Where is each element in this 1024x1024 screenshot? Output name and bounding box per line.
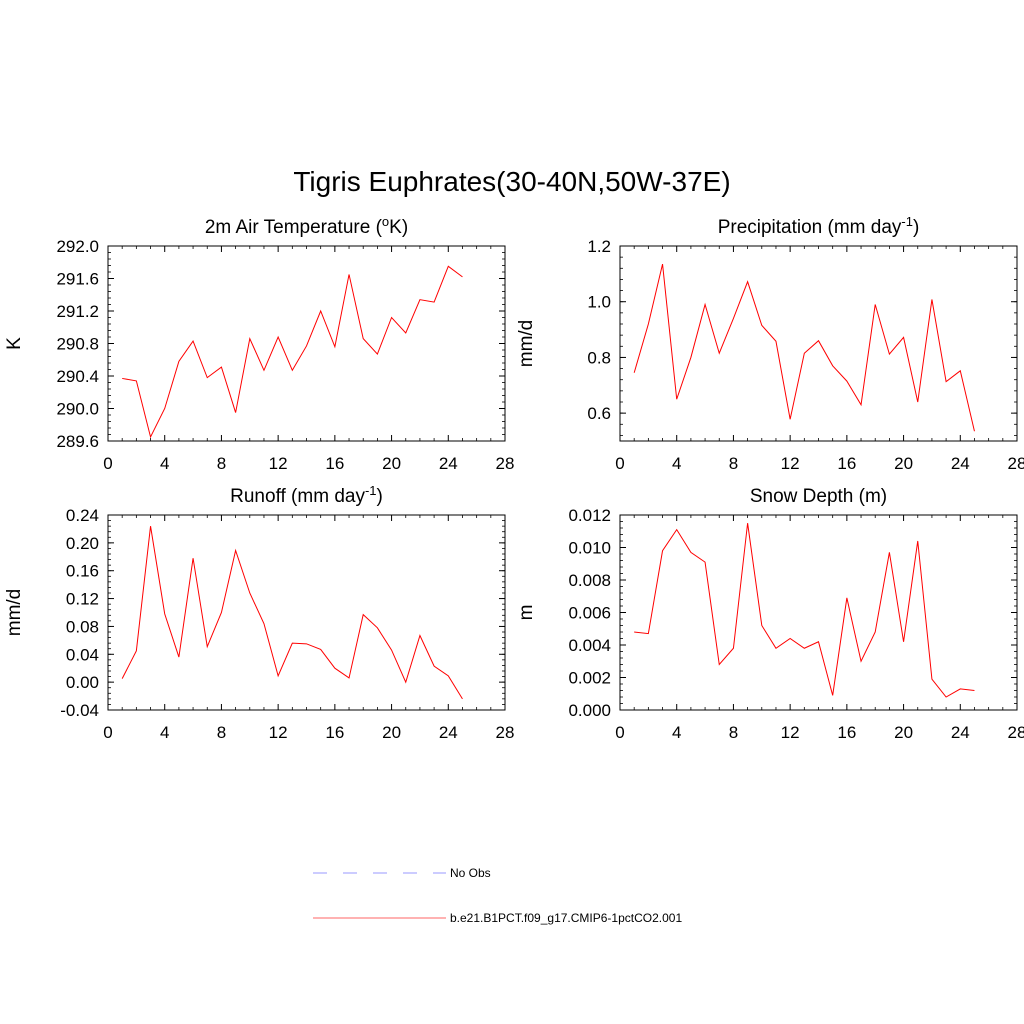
- plot-frame: [619, 514, 1018, 711]
- y-tick-label: 0.16: [66, 562, 99, 581]
- panel-title-main: Snow Depth (m): [750, 486, 887, 507]
- y-tick-label: 0.002: [568, 669, 611, 688]
- x-tick-label: 16: [837, 454, 856, 473]
- y-tick-label: 0.04: [66, 645, 99, 664]
- x-tick-label: 4: [160, 454, 169, 473]
- x-tick-label: 12: [781, 723, 800, 742]
- x-tick-label: 28: [496, 723, 515, 742]
- x-tick-label: 4: [672, 723, 681, 742]
- y-tick-label: 1.2: [587, 237, 611, 256]
- page-title: Tigris Euphrates(30-40N,50W-37E): [293, 166, 730, 197]
- y-axis-label: mm/d: [4, 589, 25, 637]
- panel-runoff: 0 4 8 12 16 20 24 28 -0.04 0.00 0.04 0.08 0.12 0.16 0.…: [4, 483, 514, 742]
- x-tick-label: 12: [269, 454, 288, 473]
- series-line-precipitation: [633, 263, 975, 432]
- x-tick-label: 8: [217, 723, 226, 742]
- x-tick-label: 24: [439, 723, 458, 742]
- x-tick-label: 16: [325, 454, 344, 473]
- x-tick-label: 4: [160, 723, 169, 742]
- y-tick-label: 290.0: [56, 400, 99, 419]
- y-tick-label: -0.04: [60, 701, 99, 720]
- legend-label: No Obs: [450, 866, 491, 880]
- series-line-snow-depth: [634, 523, 975, 698]
- panel-title-superscript: -1: [901, 214, 913, 229]
- y-tick-label: 0.00: [66, 673, 99, 692]
- x-tick-label: 16: [837, 723, 856, 742]
- panel-title: Runoff (mm day-1): [230, 483, 383, 507]
- panel-title-main: Runoff (mm day: [230, 486, 365, 507]
- x-tick-label: 8: [729, 454, 738, 473]
- y-tick-label: 0.24: [66, 506, 99, 525]
- y-tick-label: 0.8: [587, 348, 611, 367]
- x-tick-label: 24: [951, 454, 970, 473]
- panel-title-superscript: -1: [365, 483, 377, 498]
- plot-frame: [107, 245, 506, 442]
- x-tick-label: 20: [382, 454, 401, 473]
- y-tick-label: 292.0: [56, 237, 99, 256]
- x-tick-label: 16: [325, 723, 344, 742]
- x-tick-label: 0: [615, 454, 624, 473]
- y-tick-label: 290.8: [56, 335, 99, 354]
- y-tick-label: 290.4: [56, 367, 99, 386]
- y-tick-label: 1.0: [587, 293, 611, 312]
- x-tick-label: 0: [103, 454, 112, 473]
- x-tick-label: 12: [269, 723, 288, 742]
- panel-title: Precipitation (mm day-1): [718, 214, 920, 238]
- legend-label: b.e21.B1PCT.f09_g17.CMIP6-1pctCO2.001: [450, 911, 682, 925]
- panel-title-tail: ): [377, 486, 383, 507]
- panel-title-superscript: o: [382, 214, 389, 229]
- panel-snow-depth: 0 4 8 12 16 20 24 28 0.000 0.002 0.004 0.006 0.008 0.…: [516, 486, 1024, 742]
- x-tick-label: 4: [672, 454, 681, 473]
- y-tick-label: 291.6: [56, 270, 99, 289]
- x-tick-label: 24: [951, 723, 970, 742]
- x-tick-label: 8: [217, 454, 226, 473]
- y-tick-label: 0.006: [568, 604, 611, 623]
- y-tick-label: 0.004: [568, 636, 611, 655]
- panel-title: 2m Air Temperature (oK): [205, 214, 408, 238]
- y-tick-label: 0.010: [568, 539, 611, 558]
- legend: No Obs b.e21.B1PCT.f09_g17.CMIP6-1pctCO2.…: [313, 866, 682, 925]
- x-tick-label: 0: [103, 723, 112, 742]
- y-tick-label: 0.008: [568, 571, 611, 590]
- y-tick-label: 289.6: [56, 432, 99, 451]
- x-tick-label: 24: [439, 454, 458, 473]
- panels: 0 4 8 12 16 20 24 28 289.6 290.0 290.4 290.8 291.2 29…: [4, 214, 1024, 742]
- y-tick-label: 291.2: [56, 302, 99, 321]
- y-tick-label: 0.12: [66, 590, 99, 609]
- x-tick-label: 20: [894, 454, 913, 473]
- plot-frame: [107, 514, 506, 711]
- panel-title-tail: K): [389, 217, 408, 238]
- x-tick-label: 28: [1008, 723, 1024, 742]
- x-tick-label: 20: [894, 723, 913, 742]
- panel-title-main: 2m Air Temperature (: [205, 217, 383, 238]
- x-tick-label: 0: [615, 723, 624, 742]
- y-tick-label: 0.012: [568, 506, 611, 525]
- legend-item: b.e21.B1PCT.f09_g17.CMIP6-1pctCO2.001: [313, 911, 682, 925]
- panel-title: Snow Depth (m): [750, 486, 887, 507]
- panel-title-main: Precipitation (mm day: [718, 217, 902, 238]
- panel-temperature: 0 4 8 12 16 20 24 28 289.6 290.0 290.4 290.8 291.2 29…: [4, 214, 514, 473]
- x-tick-label: 12: [781, 454, 800, 473]
- series-line-runoff: [121, 526, 463, 700]
- x-tick-label: 8: [729, 723, 738, 742]
- panel-precipitation: 0 4 8 12 16 20 24 28 0.6 0.8 1.0 1.2 Precipitation (…: [516, 214, 1024, 473]
- series-line-temperature: [122, 265, 463, 439]
- x-tick-label: 28: [496, 454, 515, 473]
- x-tick-label: 28: [1008, 454, 1024, 473]
- x-tick-label: 20: [382, 723, 401, 742]
- y-tick-label: 0.08: [66, 617, 99, 636]
- panel-title-tail: ): [913, 217, 919, 238]
- y-tick-label: 0.000: [568, 701, 611, 720]
- y-axis-label: m: [516, 605, 537, 621]
- plot-frame: [619, 245, 1018, 442]
- y-tick-label: 0.20: [66, 534, 99, 553]
- legend-item: No Obs: [313, 866, 491, 880]
- y-axis-label: K: [4, 337, 25, 350]
- y-axis-label: mm/d: [516, 320, 537, 368]
- y-tick-label: 0.6: [587, 404, 611, 423]
